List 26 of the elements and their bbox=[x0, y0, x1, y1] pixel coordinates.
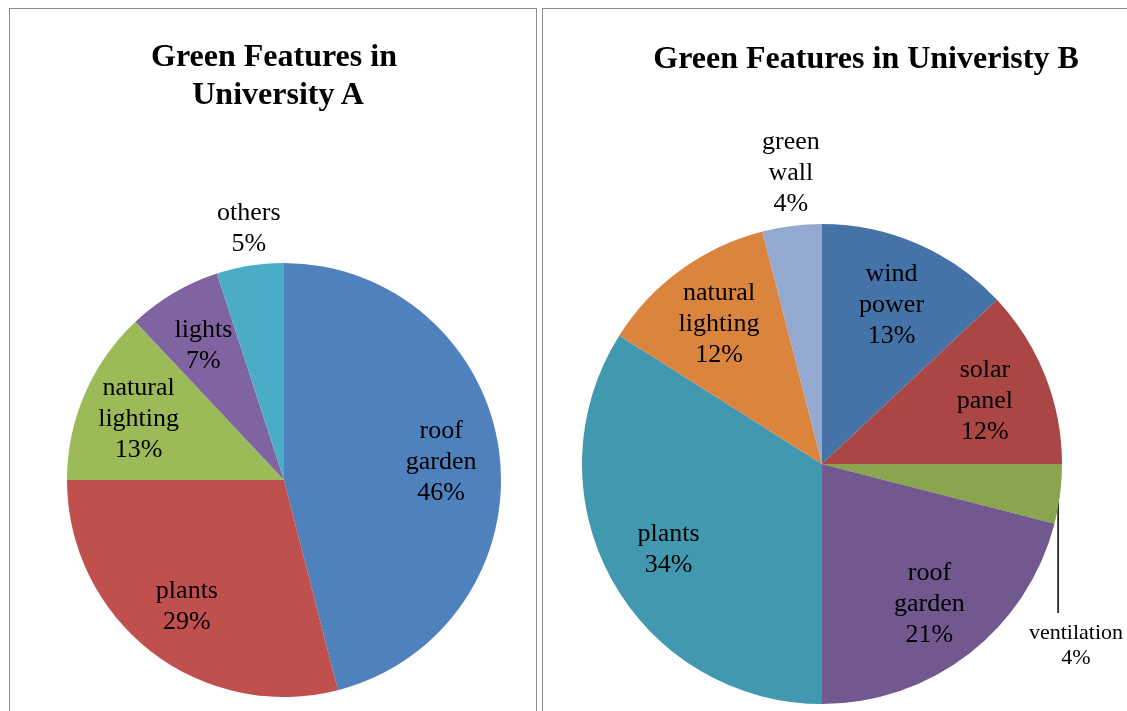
data-label: 4% bbox=[1061, 643, 1091, 669]
slice-label: wind power bbox=[859, 257, 925, 318]
slice-label: roof garden bbox=[894, 556, 965, 617]
slice-label: natural lighting bbox=[98, 371, 180, 432]
data-label: 13% bbox=[114, 433, 163, 463]
data-label: 12% bbox=[695, 338, 743, 368]
data-label: 46% bbox=[417, 476, 465, 506]
data-label: 34% bbox=[644, 549, 693, 579]
chart-title: Green Features in Univeristy B bbox=[653, 39, 1079, 75]
data-label: 4% bbox=[773, 187, 809, 217]
slice-label: others bbox=[217, 196, 281, 226]
slice-label: plants bbox=[155, 575, 218, 605]
data-label: 13% bbox=[867, 319, 916, 349]
slice-label: natural lighting bbox=[678, 276, 760, 337]
slice-label: solar panel bbox=[956, 354, 1014, 414]
data-label: 7% bbox=[186, 344, 221, 374]
data-label: 12% bbox=[961, 416, 1009, 445]
slice-label: roof garden bbox=[405, 414, 477, 475]
data-label: 29% bbox=[163, 606, 211, 636]
slice-label: lights bbox=[174, 313, 233, 343]
data-label: 21% bbox=[905, 618, 954, 648]
data-label: 5% bbox=[231, 227, 267, 257]
slice-label: ventilation bbox=[1028, 618, 1123, 644]
slice-label: plants bbox=[637, 518, 700, 548]
slice-label: green wall bbox=[762, 125, 820, 186]
chart-title: Green Features in University A bbox=[151, 37, 405, 111]
